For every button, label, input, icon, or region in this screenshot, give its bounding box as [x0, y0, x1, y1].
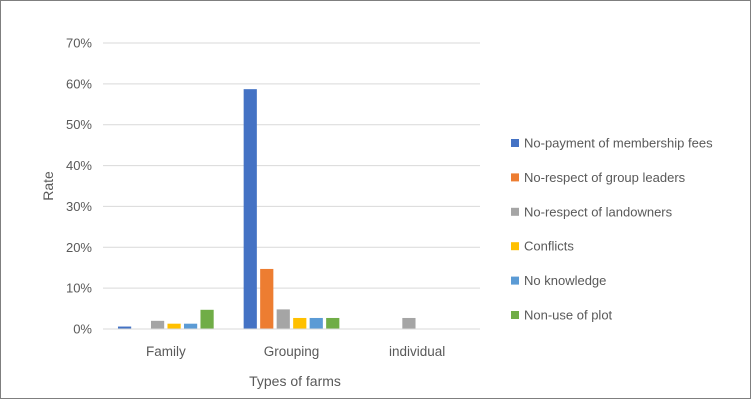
bar — [276, 309, 290, 329]
bar — [402, 317, 416, 329]
legend-swatch — [511, 311, 519, 319]
bar — [260, 268, 274, 329]
y-axis-title: Rate — [40, 171, 56, 201]
bar — [183, 323, 198, 329]
bar — [326, 317, 340, 329]
legend-swatch — [511, 173, 519, 182]
y-tick-label: 10% — [66, 281, 92, 296]
gridlines — [103, 42, 480, 289]
bar — [167, 323, 181, 329]
legend-label: Non-use of plot — [524, 308, 613, 323]
legend-label: No-respect of group leaders — [524, 170, 686, 185]
legend-swatch — [511, 139, 519, 147]
legend-label: No knowledge — [524, 273, 606, 288]
legend-swatch — [511, 276, 519, 285]
legend-swatch — [511, 242, 519, 251]
x-category-label: Family — [146, 344, 186, 359]
legend-label: Conflicts — [524, 239, 574, 254]
x-axis-category-labels: Family Grouping individual — [146, 344, 445, 359]
y-tick-label: 0% — [73, 322, 92, 337]
y-tick-label: 70% — [66, 36, 92, 51]
y-axis-tick-labels: 0% 10% 20% 30% 40% 50% 60% 70% — [66, 36, 92, 337]
x-category-label: Grouping — [264, 344, 320, 359]
legend-swatch — [511, 207, 519, 216]
y-tick-label: 20% — [66, 240, 92, 255]
bar — [200, 309, 214, 329]
bars — [117, 89, 416, 329]
y-tick-label: 40% — [66, 158, 92, 173]
bar — [309, 317, 323, 329]
y-tick-label: 60% — [66, 76, 92, 91]
y-tick-label: 30% — [66, 199, 92, 214]
x-category-label: individual — [389, 344, 445, 359]
legend-label: No-payment of membership fees — [524, 136, 713, 151]
x-axis-title: Types of farms — [249, 373, 341, 389]
bar — [293, 317, 307, 329]
legend-label: No-respect of landowners — [524, 204, 673, 219]
bar — [243, 89, 257, 329]
legend: No-payment of membership fees No-respect … — [511, 136, 713, 323]
bar — [117, 326, 132, 329]
bar — [150, 320, 165, 329]
y-tick-label: 50% — [66, 117, 92, 132]
